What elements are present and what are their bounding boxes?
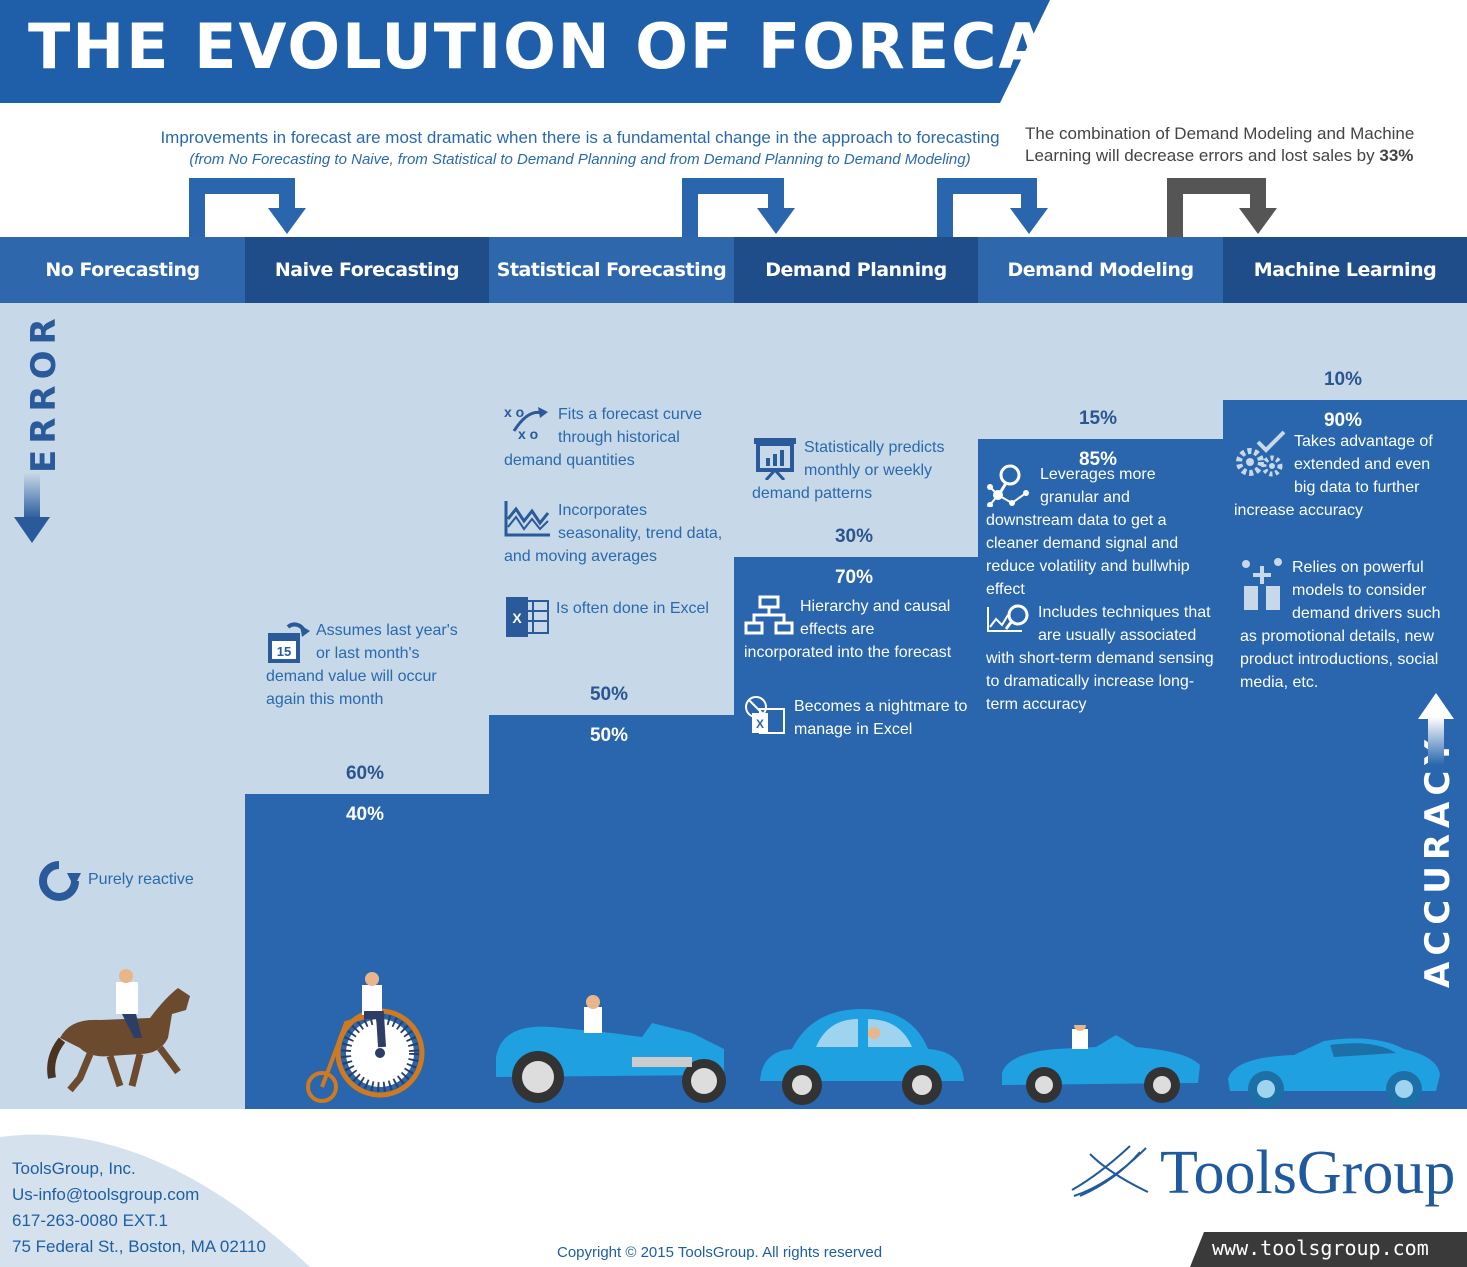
transition-arrows <box>189 178 1277 238</box>
feature-purely-reactive: Purely reactive <box>36 859 236 901</box>
convertible-car-icon <box>1002 1025 1200 1103</box>
feature-excel: X Is often done in Excel <box>504 597 724 637</box>
stage-header-demand-modeling: Demand Modeling <box>978 237 1223 303</box>
copyright-text: Copyright © 2015 ToolsGroup. All rights … <box>557 1244 883 1261</box>
improvements-note-line2: (from No Forecasting to Naive, from Stat… <box>189 151 971 168</box>
line-chart-icon <box>504 501 550 537</box>
feature-hierarchy: Hierarchy and causal effects are incorpo… <box>744 595 964 664</box>
combination-note-text: The combination of Demand Modeling and M… <box>1025 124 1415 165</box>
beetle-car-icon <box>760 1009 964 1105</box>
sports-car-icon <box>1228 1038 1440 1107</box>
accuracy-axis-label: ACCURACY <box>1418 734 1458 988</box>
feature-forecast-curve: x o x o Fits a forecast curve through hi… <box>504 403 719 472</box>
error-percent-label: 60% <box>345 762 385 784</box>
feature-seasonality: Incorporates seasonality, trend data, an… <box>504 499 724 568</box>
feature-text: Becomes a nightmare to manage in Excel <box>794 698 968 738</box>
transition-arrow-2-head <box>757 208 795 234</box>
feature-text: Relies on powerful models to consider de… <box>1240 559 1441 691</box>
error-percent-label: 30% <box>834 526 874 548</box>
feature-text: Takes advantage of extended and even big… <box>1234 433 1433 519</box>
feature-text: Hierarchy and causal effects are incorpo… <box>744 598 952 661</box>
refresh-icon <box>39 861 81 901</box>
transition-arrow-3-head <box>1010 208 1048 234</box>
social-drivers-icon <box>1242 558 1282 610</box>
chart-search-icon <box>987 604 1029 632</box>
improvements-note-line1: Improvements in forecast are most dramat… <box>160 128 1000 147</box>
svg-text:x o: x o <box>518 426 538 442</box>
feature-demand-drivers: Relies on powerful models to consider de… <box>1240 556 1455 694</box>
feature-text: Incorporates seasonality, trend data, an… <box>504 502 723 565</box>
presentation-icon <box>754 438 796 480</box>
feature-text: Fits a forecast curve through historical… <box>504 406 703 469</box>
strategy-icon: x o x o <box>504 404 548 442</box>
penny-farthing-icon <box>306 972 425 1103</box>
website-link[interactable]: www.toolsgroup.com <box>1212 1236 1429 1260</box>
feature-text: Leverages more granular and downstream d… <box>986 466 1190 598</box>
svg-text:15: 15 <box>277 644 291 659</box>
feature-excel-nightmare: X Becomes a nightmare to manage in Excel <box>744 695 974 741</box>
accuracy-bar-5 <box>1223 399 1467 1109</box>
feature-big-data: Takes advantage of extended and even big… <box>1234 430 1449 522</box>
error-down-arrow-icon <box>14 473 50 543</box>
page-title: THE EVOLUTION OF FORECASTING <box>28 10 1272 83</box>
svg-text:X: X <box>756 717 764 731</box>
feature-text: Purely reactive <box>88 871 194 888</box>
gears-check-icon <box>1236 430 1286 477</box>
feature-text: Assumes last year's or last month's dema… <box>266 622 458 708</box>
accuracy-percent-label: 40% <box>345 803 385 825</box>
error-percent-label: 15% <box>1078 408 1118 430</box>
excel-icon: X <box>506 597 549 637</box>
vintage-car-icon <box>496 995 726 1103</box>
error-percent-label: 50% <box>589 684 629 705</box>
stage-header-naive-forecasting: Naive Forecasting <box>245 237 489 303</box>
feature-last-year-demand: 15 Assumes last year's or last month's d… <box>266 619 466 711</box>
feature-demand-sensing: Includes techniques that are usually ass… <box>986 601 1214 716</box>
combination-note-value: 33% <box>1379 146 1414 165</box>
accuracy-bar-4 <box>978 439 1223 1109</box>
feature-granular-data: Leverages more granular and downstream d… <box>986 463 1214 601</box>
transition-arrow-1 <box>189 178 295 238</box>
accuracy-percent-label: 90% <box>1323 409 1363 431</box>
feature-predicts-patterns: Statistically predicts monthly or weekly… <box>752 436 967 505</box>
svg-text:x o: x o <box>504 404 524 420</box>
accuracy-percent-label: 50% <box>589 725 629 746</box>
accuracy-percent-label: 70% <box>834 567 874 589</box>
website-banner <box>1190 1232 1467 1267</box>
stage-header-no-forecasting: No Forecasting <box>0 237 245 303</box>
footer-corner-shape <box>0 1134 310 1267</box>
stage-header-statistical-forecasting: Statistical Forecasting <box>489 237 734 303</box>
transition-arrow-2 <box>682 178 784 238</box>
contact-address: 75 Federal St., Boston, MA 02110 <box>12 1237 266 1256</box>
evolution-chart: 60% 40% 50% 50% 30% 70% 15% 85% 10% 90% ERROR ACC… <box>0 303 1467 1109</box>
company-name: ToolsGroup, Inc. <box>12 1159 136 1178</box>
contact-email: Us-info@toolsgroup.com <box>12 1185 200 1204</box>
calendar-icon: 15 <box>268 622 310 663</box>
transition-arrow-4 <box>1167 178 1266 238</box>
transition-arrow-1-head <box>268 208 306 234</box>
hierarchy-icon <box>744 595 794 635</box>
transition-arrow-4-head <box>1239 208 1277 234</box>
combination-note: The combination of Demand Modeling and M… <box>1025 123 1420 167</box>
stage-header-machine-learning: Machine Learning <box>1223 237 1467 303</box>
accuracy-percent-label: 85% <box>1078 449 1118 471</box>
improvements-note: Improvements in forecast are most dramat… <box>160 127 1000 171</box>
accuracy-up-arrow-icon <box>1418 693 1454 765</box>
svg-text:X: X <box>512 610 522 626</box>
toolsgroup-logo-mark <box>1071 1145 1149 1197</box>
transition-arrow-3 <box>937 178 1037 238</box>
stage-header-demand-planning: Demand Planning <box>734 237 978 303</box>
excel-no-icon: X <box>745 696 785 734</box>
title-banner <box>0 0 1050 103</box>
feature-text: Is often done in Excel <box>556 600 709 617</box>
contact-info: ToolsGroup, Inc. Us-info@toolsgroup.com … <box>12 1156 266 1260</box>
toolsgroup-logo-text: ToolsGroup <box>1160 1139 1456 1207</box>
horse-rider-icon <box>47 969 190 1093</box>
contact-phone: 617-263-0080 EXT.1 <box>12 1211 168 1230</box>
network-search-icon <box>987 464 1029 507</box>
stage-header-row: No Forecasting Naive Forecasting Statist… <box>0 237 1467 303</box>
feature-text: Statistically predicts monthly or weekly… <box>752 439 945 502</box>
feature-text: Includes techniques that are usually ass… <box>986 604 1214 713</box>
error-percent-label: 10% <box>1323 368 1363 390</box>
error-axis-label: ERROR <box>24 312 64 473</box>
